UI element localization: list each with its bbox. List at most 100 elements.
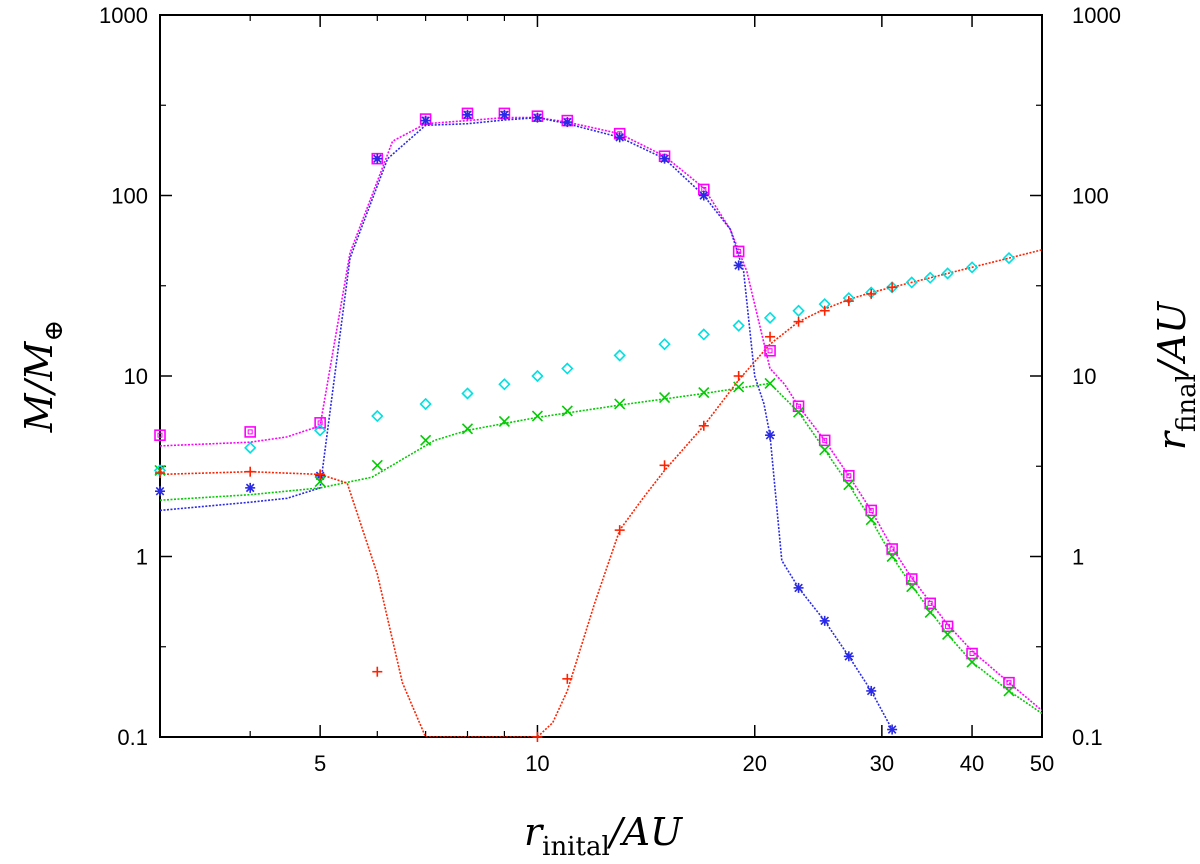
y2-axis-title-tail: /AU: [1150, 300, 1194, 378]
series-4-point: [793, 316, 804, 327]
series-3-point: [314, 424, 327, 437]
series-4-point: [887, 282, 898, 293]
series-3-point: [924, 271, 937, 284]
y2-axis-title-main: r: [1150, 429, 1194, 450]
series-4-point: [765, 331, 776, 342]
x-tick-label: 20: [743, 751, 767, 776]
series-1-point: [420, 115, 431, 126]
series-2-point: [792, 406, 805, 418]
plot-frame: [159, 14, 1043, 738]
series-3-point: [763, 311, 777, 324]
series-1-point: [843, 651, 854, 662]
series-1-point: [698, 190, 709, 201]
series-3-point: [905, 276, 918, 289]
series-0-point: [924, 597, 936, 610]
series-4-point: [372, 666, 383, 677]
series-curves: [160, 116, 1042, 737]
y-tick-label: 1: [136, 545, 148, 570]
series-3-point: [697, 328, 710, 341]
series-4-point: [562, 673, 573, 684]
series-2-point: [942, 628, 954, 641]
series-0-point: [886, 543, 898, 555]
series-3-point: [531, 369, 544, 383]
series-2-point: [733, 381, 745, 393]
series-0-point: [1003, 676, 1015, 689]
x-axis-title: rinital/AU: [524, 810, 684, 862]
series-0-point: [865, 504, 878, 517]
series-4-point: [245, 466, 256, 477]
series-markers: [153, 107, 1016, 742]
series-2-point: [865, 514, 877, 526]
series-0-point: [244, 426, 256, 438]
series-4-curve: [160, 249, 1042, 737]
series-3-point: [371, 409, 384, 423]
series-1-point: [462, 109, 473, 120]
series-1-point: [866, 685, 877, 696]
series-4-point: [155, 468, 165, 479]
series-2-point: [658, 391, 671, 404]
x-axis-title-main: r: [524, 810, 545, 854]
series-2-point: [314, 476, 326, 488]
x-axis-title-tail: /AU: [606, 810, 684, 854]
y-axis-title: M/M⊕: [17, 320, 69, 433]
series-4-point: [819, 305, 830, 316]
series-3-point: [941, 267, 954, 280]
series-1-point: [733, 260, 744, 271]
y2-tick-label: 1000: [1072, 3, 1121, 28]
series-0-point: [966, 647, 978, 660]
y-tick-label: 100: [111, 184, 148, 209]
series-0-point: [764, 344, 776, 357]
series-1-point: [887, 724, 898, 735]
series-4-point: [733, 371, 744, 381]
series-2-curve: [160, 382, 1042, 715]
series-2-point: [966, 656, 978, 668]
x-tick-label: 10: [525, 751, 549, 776]
series-2-point: [886, 550, 898, 563]
series-0-curve: [160, 116, 1042, 712]
x-tick-labels: 5 10 20 30 40 50: [314, 751, 1054, 776]
series-2-point: [819, 444, 831, 456]
series-1-point: [614, 132, 625, 143]
series-1-point: [372, 153, 383, 164]
series-3-point: [1002, 251, 1016, 265]
series-2-point: [924, 606, 936, 618]
series-1-point: [532, 112, 543, 123]
x-axis-title-sub: inital: [542, 832, 610, 862]
x-tick-label: 5: [314, 751, 326, 776]
series-0-point: [154, 429, 166, 441]
series-1-point: [155, 486, 165, 497]
series-2-point: [531, 410, 544, 422]
series-3-point: [613, 349, 626, 362]
series-3-point: [419, 397, 432, 411]
series-4-point: [532, 732, 543, 742]
y-axis-title-main: M/M: [17, 340, 61, 433]
series-2-point: [561, 405, 573, 417]
series-1-point: [245, 482, 256, 493]
series-2-point: [371, 459, 383, 471]
series-3-point: [965, 261, 979, 274]
series-2-point: [906, 581, 918, 593]
series-3-point: [498, 378, 511, 391]
series-3-point: [561, 362, 574, 375]
series-1-point: [765, 430, 776, 441]
x-tick-label: 30: [870, 751, 894, 776]
y-tick-labels: 0.1 1 10 100 1000: [99, 3, 148, 750]
series-3-point: [658, 338, 671, 351]
series-3-point: [792, 304, 805, 317]
y2-tick-label: 10: [1072, 364, 1096, 389]
series-4-point: [614, 525, 625, 536]
series-3-point: [732, 319, 745, 332]
series-1-point: [819, 615, 830, 626]
series-1-point: [562, 117, 573, 128]
y-tick-label: 1000: [99, 3, 148, 28]
series-0-point: [843, 469, 855, 482]
series-0-point: [905, 573, 918, 585]
series-2-point: [420, 434, 432, 446]
series-1-point: [659, 153, 670, 164]
series-2-point: [843, 479, 855, 491]
series-2-point: [498, 415, 510, 428]
series-2-point: [614, 398, 626, 410]
y2-tick-label: 0.1: [1072, 725, 1103, 750]
series-3-point: [461, 387, 474, 400]
